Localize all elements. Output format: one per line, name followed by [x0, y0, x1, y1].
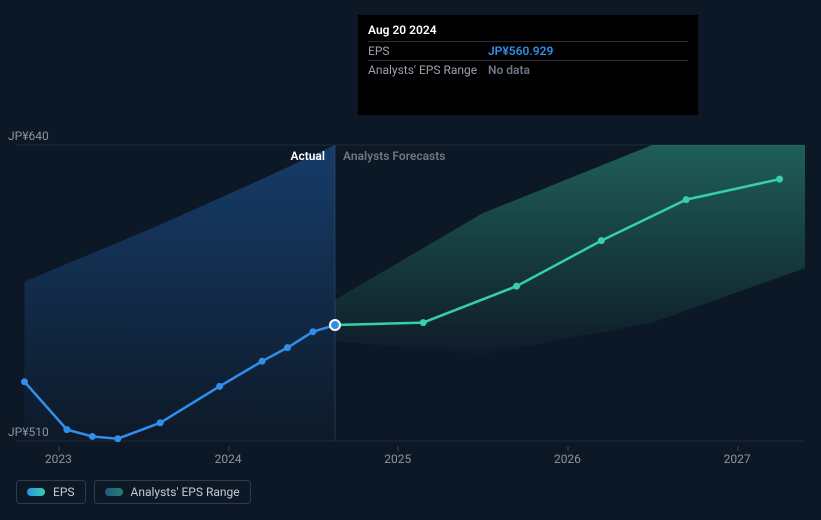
eps-actual-point [157, 419, 164, 426]
eps-forecast-point [513, 283, 520, 290]
eps-actual-point [21, 378, 28, 385]
section-label-actual: Actual [290, 149, 325, 163]
legend: EPS Analysts' EPS Range [16, 480, 251, 504]
legend-swatch [27, 488, 45, 496]
x-tick-label: 2024 [215, 452, 242, 466]
tooltip-row-label: EPS [368, 44, 488, 58]
eps-forecast-point [776, 176, 783, 183]
eps-actual-point [216, 383, 223, 390]
legend-label: Analysts' EPS Range [131, 485, 240, 499]
eps-forecast-point [420, 319, 427, 326]
eps-forecast-point [598, 237, 605, 244]
x-axis: 2023 2024 2025 2026 2027 [16, 452, 805, 472]
tooltip-title: Aug 20 2024 [368, 23, 688, 37]
x-tick-label: 2025 [384, 452, 411, 466]
tooltip-row-value: No data [488, 63, 530, 77]
tooltip-row: Analysts' EPS RangeNo data [368, 60, 688, 79]
eps-actual-point [63, 426, 70, 433]
eps-actual-point [284, 344, 291, 351]
hover-marker [330, 320, 340, 330]
y-tick-label: JP¥640 [8, 129, 49, 143]
eps-actual-point [309, 328, 316, 335]
legend-eps-range[interactable]: Analysts' EPS Range [94, 480, 251, 504]
range-actual-area [24, 145, 335, 441]
tooltip-rows: EPSJP¥560.929Analysts' EPS RangeNo data [368, 41, 688, 79]
eps-actual-point [89, 433, 96, 440]
y-tick-label: JP¥510 [8, 425, 49, 439]
legend-swatch [105, 488, 123, 496]
legend-eps[interactable]: EPS [16, 480, 86, 504]
legend-label: EPS [53, 485, 75, 499]
tooltip-row: EPSJP¥560.929 [368, 41, 688, 60]
x-tick-label: 2026 [554, 452, 581, 466]
eps-forecast-point [683, 196, 690, 203]
x-tick-label: 2023 [45, 452, 72, 466]
tooltip-row-label: Analysts' EPS Range [368, 63, 488, 77]
hover-tooltip: Aug 20 2024 EPSJP¥560.929Analysts' EPS R… [358, 15, 698, 115]
eps-actual-point [114, 435, 121, 442]
tooltip-row-value: JP¥560.929 [488, 44, 553, 58]
x-tick-label: 2027 [724, 452, 751, 466]
section-label-forecast: Analysts Forecasts [343, 149, 445, 163]
eps-actual-point [259, 358, 266, 365]
